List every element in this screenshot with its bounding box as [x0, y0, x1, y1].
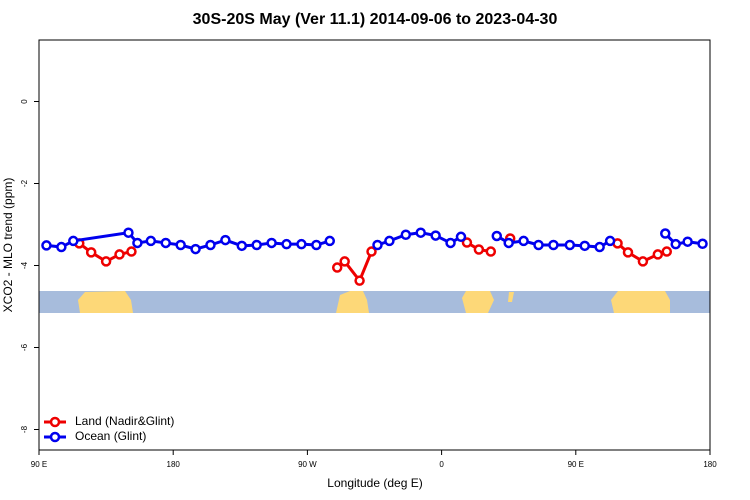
data-point: [236, 240, 248, 252]
data-point: [56, 241, 67, 253]
data-point: [41, 240, 52, 251]
x-tick-label: 0: [439, 460, 444, 469]
data-point: [354, 275, 365, 286]
data-point: [697, 238, 708, 250]
data-point: [123, 227, 134, 238]
data-point: [68, 235, 79, 247]
data-point: [205, 239, 216, 251]
data-point: [311, 239, 322, 251]
land-blob: [611, 291, 670, 313]
chart-title: 30S-20S May (Ver 11.1) 2014-09-06 to 202…: [193, 11, 558, 28]
data-point: [503, 237, 514, 249]
land-blob: [336, 291, 369, 313]
data-point: [564, 239, 576, 251]
data-point: [175, 239, 186, 251]
series-line: [336, 250, 373, 284]
data-point: [579, 240, 590, 252]
data-point: [324, 235, 336, 247]
data-point: [660, 228, 671, 239]
data-point: [160, 237, 171, 249]
legend-label: Ocean (Glint): [75, 429, 146, 443]
data-point: [637, 256, 649, 267]
land-blob: [462, 291, 494, 313]
plot-frame: [38, 39, 711, 451]
data-point: [339, 256, 350, 267]
data-point: [473, 244, 485, 255]
series-line: [664, 232, 703, 246]
data-point: [400, 229, 412, 240]
x-tick-label: 180: [167, 460, 181, 469]
data-point: [296, 238, 307, 250]
ocean-strip: [39, 291, 710, 313]
y-tick-label: 0: [20, 99, 29, 104]
data-point: [281, 238, 292, 250]
data-point: [331, 262, 343, 273]
data-point: [661, 246, 673, 257]
data-point: [145, 235, 157, 247]
data-point: [652, 249, 664, 260]
data-point: [100, 256, 112, 267]
y-axis-label: XCO2 - MLO trend (ppm): [1, 178, 15, 313]
x-tick-label: 90 W: [298, 460, 317, 469]
data-point: [190, 243, 201, 255]
land-blob: [508, 292, 514, 302]
y-tick-label: -8: [20, 425, 29, 433]
data-point: [266, 237, 277, 249]
y-tick-label: -4: [20, 261, 29, 269]
data-point: [461, 237, 473, 248]
data-point: [604, 235, 616, 247]
legend-marker: [49, 431, 61, 443]
x-tick-label: 90 E: [568, 460, 584, 469]
data-point: [622, 247, 634, 258]
data-point: [384, 235, 395, 247]
data-point: [518, 235, 529, 247]
data-point: [132, 237, 143, 249]
data-point: [455, 231, 467, 243]
land-blob: [78, 291, 133, 313]
legend-label: Land (Nadir&Glint): [75, 414, 174, 428]
data-point: [85, 247, 97, 258]
data-point: [670, 238, 681, 250]
data-point: [548, 239, 559, 251]
data-point: [220, 234, 231, 246]
data-point: [682, 236, 693, 247]
x-tick-label: 90 E: [31, 460, 47, 469]
data-point: [485, 246, 497, 257]
data-point: [114, 249, 125, 260]
data-point: [594, 241, 605, 253]
data-point: [126, 246, 137, 257]
y-tick-label: -6: [20, 343, 29, 351]
x-tick-label: 180: [703, 460, 717, 469]
legend-marker: [49, 416, 61, 428]
data-point: [372, 239, 383, 251]
data-point: [430, 230, 441, 241]
data-point: [251, 239, 262, 251]
data-point: [491, 230, 503, 242]
data-point: [533, 239, 544, 251]
y-tick-label: -2: [20, 179, 29, 187]
land-ocean-strip: [39, 291, 710, 313]
data-point: [415, 227, 426, 238]
data-point: [445, 237, 456, 249]
x-axis-label: Longitude (deg E): [327, 476, 422, 490]
data-point: [366, 246, 377, 257]
